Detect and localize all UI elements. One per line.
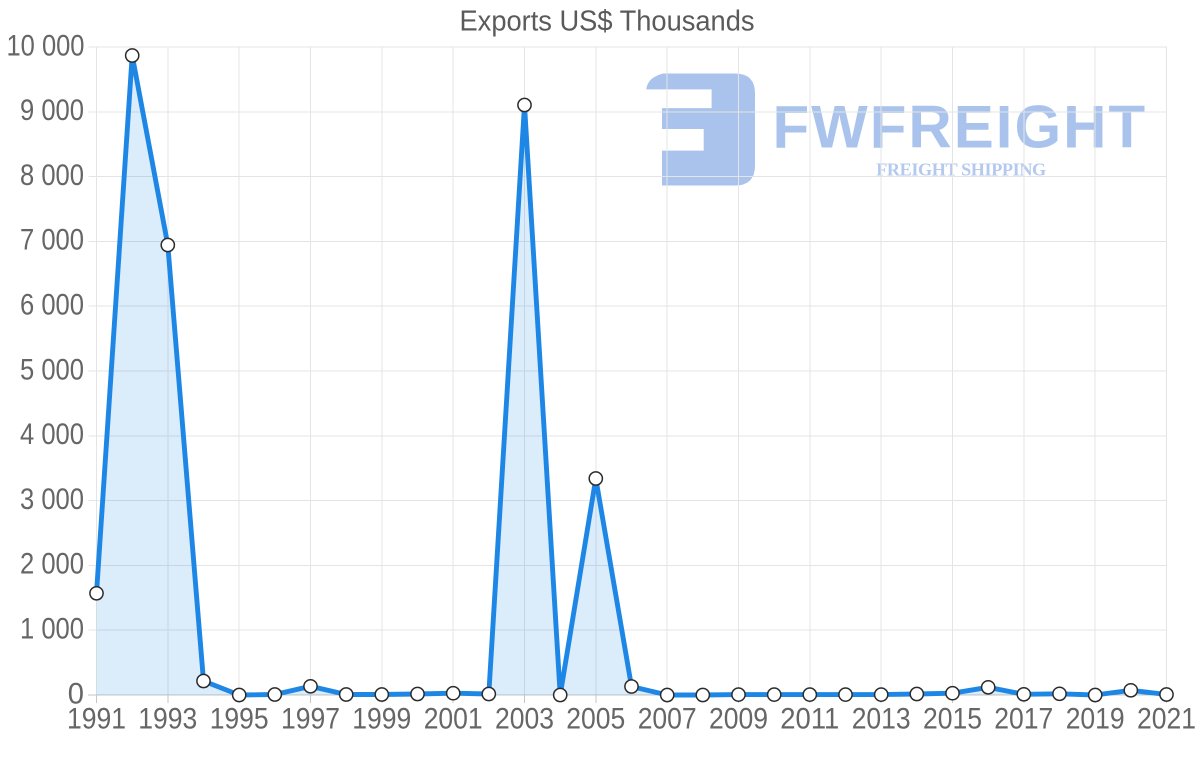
svg-text:2003: 2003: [495, 703, 554, 736]
svg-text:3 000: 3 000: [20, 483, 84, 516]
svg-text:8 000: 8 000: [20, 159, 84, 192]
svg-text:2015: 2015: [923, 703, 982, 736]
svg-text:1999: 1999: [352, 703, 411, 736]
svg-text:FREIGHT SHIPPING: FREIGHT SHIPPING: [876, 160, 1046, 180]
svg-text:2009: 2009: [709, 703, 768, 736]
svg-text:10 000: 10 000: [7, 29, 85, 62]
svg-text:Exports US$ Thousands: Exports US$ Thousands: [460, 6, 755, 38]
svg-text:5 000: 5 000: [20, 353, 84, 386]
svg-text:4 000: 4 000: [20, 418, 84, 451]
svg-text:2001: 2001: [424, 703, 483, 736]
svg-text:1 000: 1 000: [20, 613, 84, 646]
svg-text:2021: 2021: [1137, 703, 1196, 736]
svg-text:1991: 1991: [67, 703, 126, 736]
svg-text:1995: 1995: [210, 703, 269, 736]
svg-text:9 000: 9 000: [20, 94, 84, 127]
svg-text:2013: 2013: [852, 703, 911, 736]
svg-text:2017: 2017: [994, 703, 1053, 736]
svg-text:2011: 2011: [780, 703, 839, 736]
svg-text:2019: 2019: [1066, 703, 1125, 736]
svg-text:0: 0: [68, 677, 84, 710]
svg-text:2 000: 2 000: [20, 548, 84, 581]
svg-text:1993: 1993: [138, 703, 197, 736]
svg-text:1997: 1997: [281, 703, 340, 736]
svg-text:FWFREIGHT: FWFREIGHT: [773, 94, 1148, 161]
svg-text:7 000: 7 000: [20, 224, 84, 257]
svg-text:2005: 2005: [566, 703, 625, 736]
svg-text:2007: 2007: [638, 703, 697, 736]
svg-text:6 000: 6 000: [20, 289, 84, 322]
